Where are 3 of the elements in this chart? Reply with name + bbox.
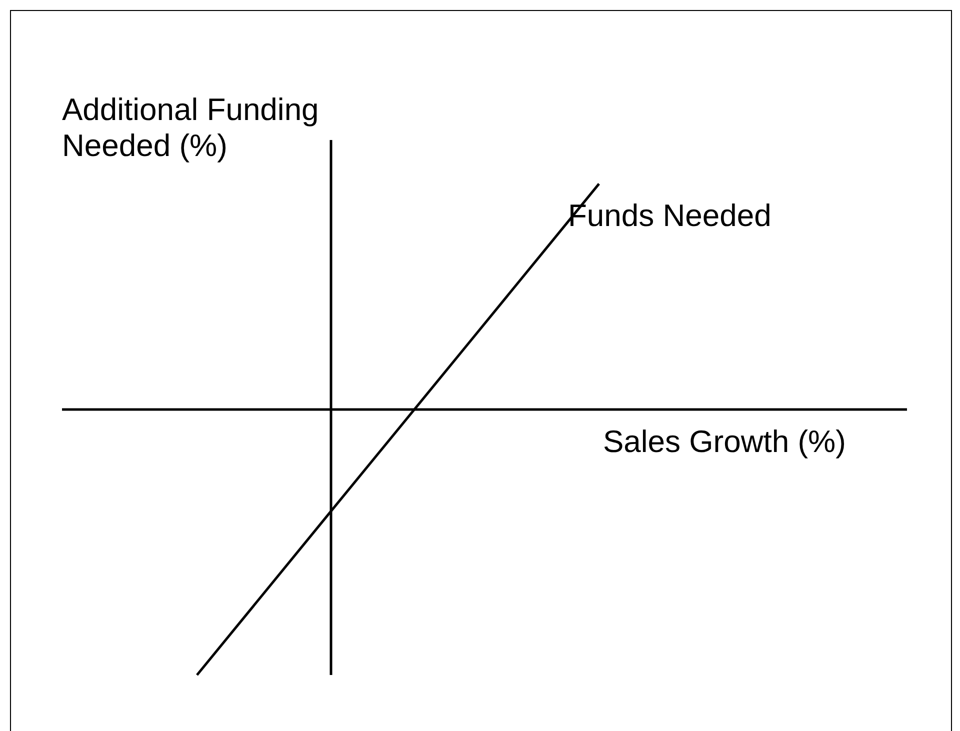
x-axis-title: Sales Growth (%)	[603, 424, 846, 460]
series-label: Funds Needed	[568, 198, 772, 234]
y-axis-title: Additional Funding Needed (%)	[62, 92, 320, 164]
